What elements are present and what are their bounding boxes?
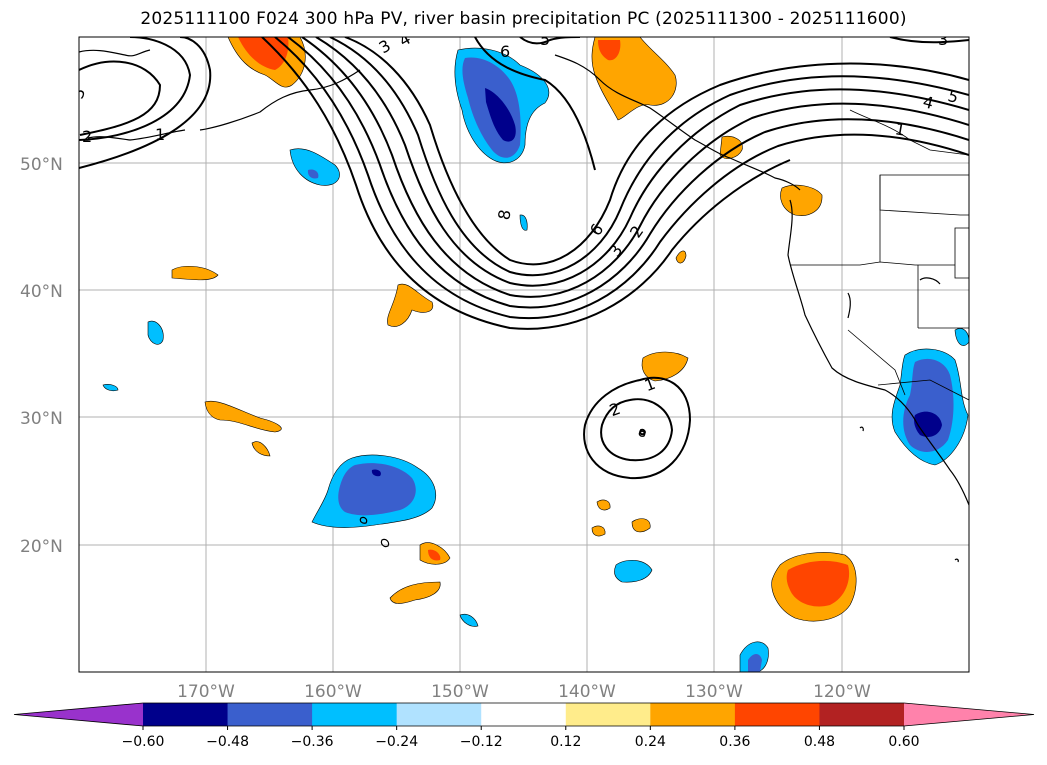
lon-label-170w: 170°W (177, 682, 235, 702)
pv-contours (79, 37, 969, 480)
lat-label-40n: 40°N (20, 282, 63, 302)
gridlines (79, 37, 969, 672)
colorbar-segment (481, 703, 567, 726)
colorbar-tick-label: 0.48 (804, 734, 835, 750)
map-content: 2 1 3 6 5 8 6 3 2 1 4 5 3 1 2 3 4 (68, 30, 969, 672)
colorbar-tick-label: −0.12 (460, 734, 503, 750)
colorbar-segment (819, 703, 905, 726)
colorbar-segment (312, 703, 398, 726)
lat-label-50n: 50°N (20, 155, 63, 175)
colorbar-segment (143, 703, 229, 726)
coastlines (79, 49, 969, 563)
contour-label-8: 8 (494, 208, 514, 221)
colorbar-segment (396, 703, 482, 726)
contour-label-3c: 3 (938, 30, 948, 49)
colorbar-segment (227, 703, 313, 726)
lon-label-140w: 140°W (558, 682, 616, 702)
colorbar-tick-label: 0.60 (888, 734, 919, 750)
borders (790, 109, 969, 401)
colorbar-segment (734, 703, 820, 726)
contour-label-1a: 1 (155, 125, 165, 144)
contour-label-3a: 3 (68, 85, 89, 101)
lon-label-150w: 150°W (431, 682, 489, 702)
colorbar-tick-label: −0.36 (291, 734, 334, 750)
map-title: 2025111100 F024 300 hPa PV, river basin … (140, 9, 907, 29)
colorbar-tick-label: −0.60 (122, 734, 165, 750)
lon-label-130w: 130°W (685, 682, 743, 702)
lat-label-30n: 30°N (20, 409, 63, 429)
contour-label-4b: 4 (921, 92, 936, 113)
colorbar-extend-high (904, 703, 1034, 726)
colorbar-segment (650, 703, 736, 726)
precipitation-fills (102, 37, 969, 672)
colorbar: −0.60 −0.48 −0.36 −0.24 −0.12 0.12 0.24 0.36 0.4… (13, 702, 1035, 750)
contour-label-2a: 2 (82, 127, 92, 146)
colorbar-segment (565, 703, 651, 726)
map-frame (78, 36, 970, 673)
longitude-labels: 170°W 160°W 150°W 140°W 130°W 120°W (177, 682, 871, 702)
colorbar-tick-label: 0.24 (635, 734, 666, 750)
contour-label-5a: 5 (540, 30, 550, 49)
contour-label-5b: 5 (946, 86, 961, 107)
colorbar-tick-label: −0.48 (206, 734, 249, 750)
latitude-labels: 50°N 40°N 30°N 20°N (20, 155, 63, 557)
colorbar-tick-label: −0.24 (375, 734, 418, 750)
lat-label-20n: 20°N (20, 537, 63, 557)
contour-label-1b: 1 (894, 119, 907, 139)
contour-label-6a: 6 (500, 42, 510, 61)
colorbar-tick-label: 0.12 (550, 734, 581, 750)
lon-label-120w: 120°W (813, 682, 871, 702)
lon-label-160w: 160°W (304, 682, 362, 702)
colorbar-extend-low (14, 703, 143, 726)
colorbar-tick-label: 0.36 (719, 734, 750, 750)
